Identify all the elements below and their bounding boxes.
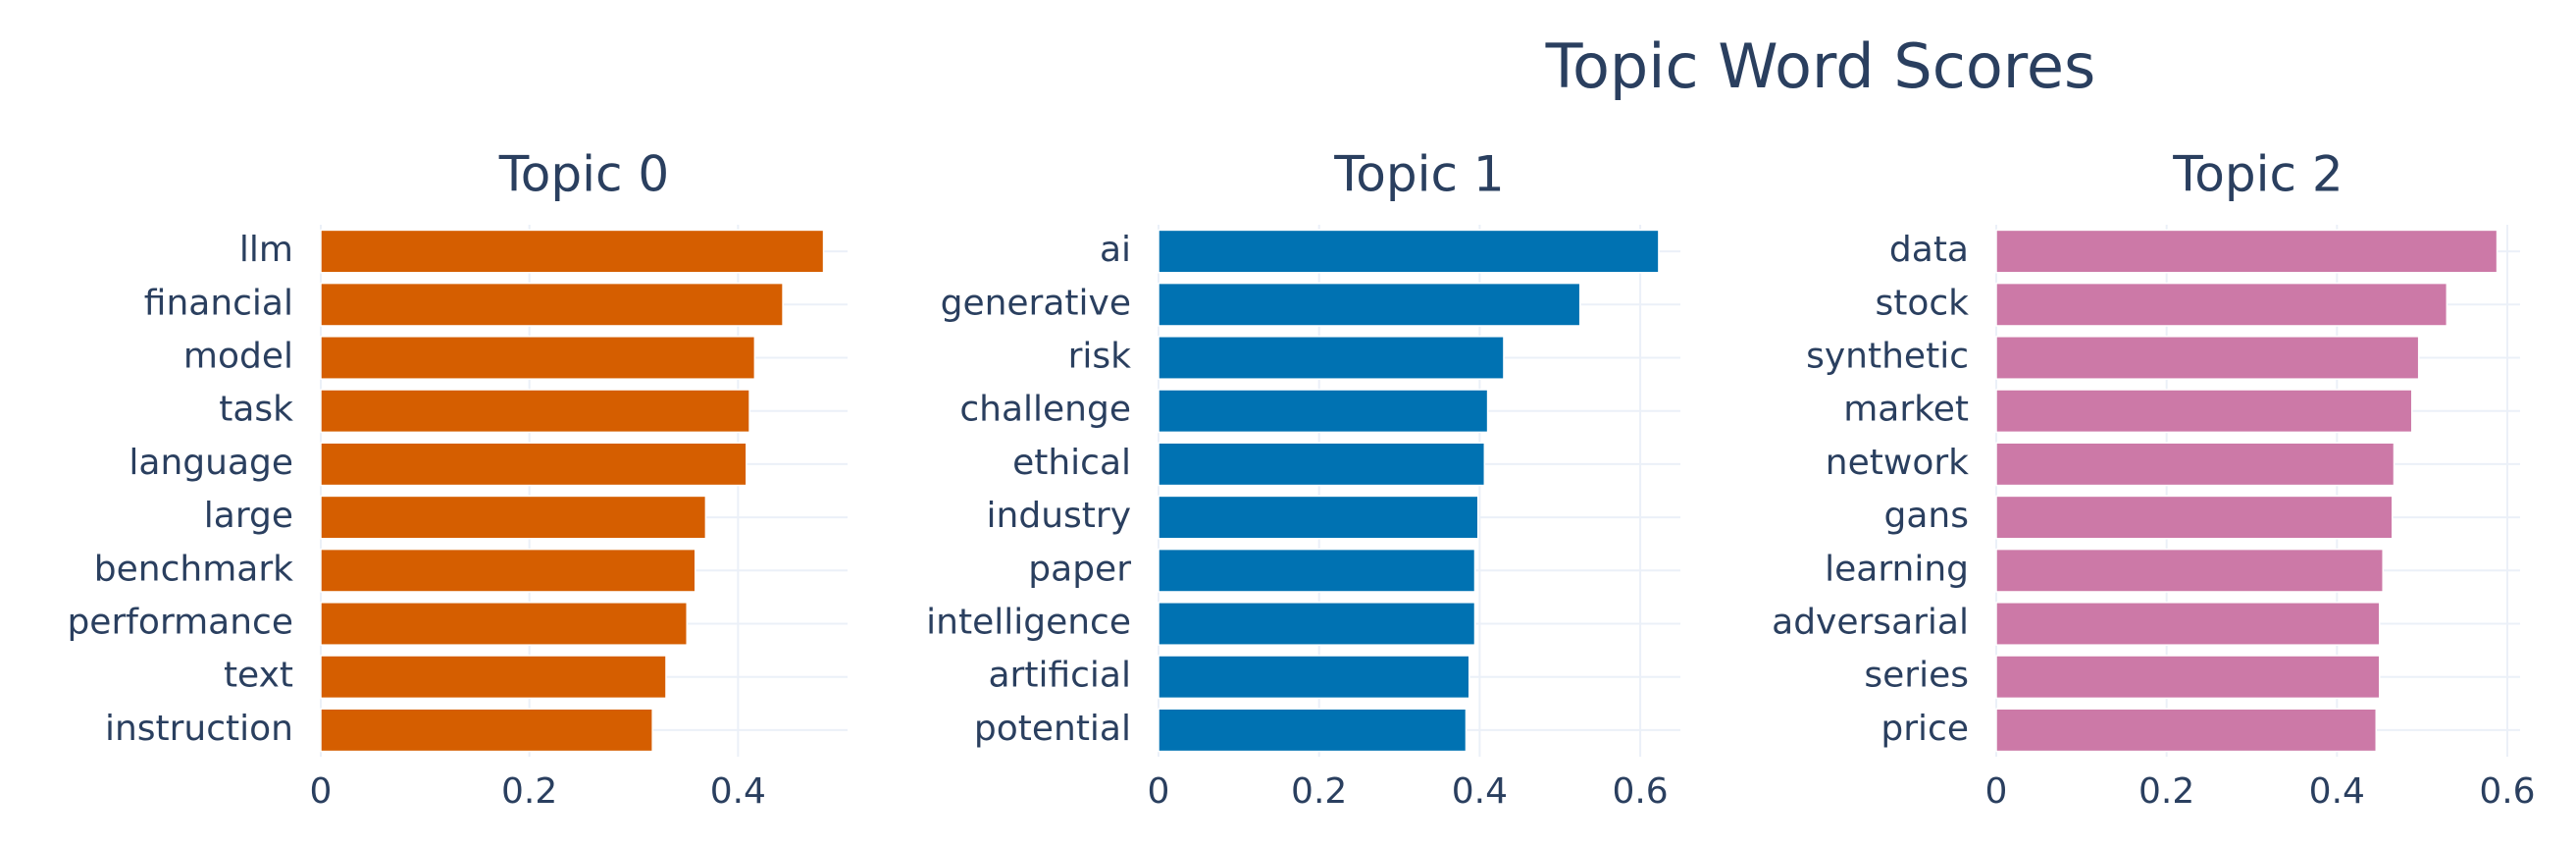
bar [1158, 336, 1505, 380]
y-tick-label: adversarial [1772, 603, 1969, 643]
bar [1158, 442, 1486, 487]
bar [1158, 495, 1479, 540]
y-tick-label: series [1864, 656, 1969, 696]
bar [320, 336, 756, 380]
bar [1995, 602, 2381, 646]
bar [320, 602, 688, 646]
bar [320, 655, 667, 700]
bar [1995, 229, 2499, 274]
x-tick-label: 0.4 [2309, 771, 2365, 812]
y-tick-label: generative [941, 283, 1131, 323]
bar [320, 442, 747, 487]
y-tick-label: gans [1884, 496, 1969, 536]
bar [1995, 442, 2396, 487]
bar [320, 708, 653, 753]
y-tick-label: performance [67, 603, 293, 643]
y-tick-label: benchmark [94, 549, 293, 589]
x-tick-label: 0 [310, 771, 333, 812]
x-tick-label: 0.2 [1291, 771, 1347, 812]
x-tick-label: 0 [1148, 771, 1170, 812]
y-tick-label: network [1826, 443, 1969, 483]
y-tick-label: llm [239, 230, 293, 270]
subplot-title: Topic 2 [2172, 146, 2343, 203]
y-tick-label: stock [1875, 283, 1969, 323]
subplot-title: Topic 0 [498, 146, 669, 203]
y-tick-label: ai [1100, 230, 1131, 270]
x-tick-label: 0.4 [1452, 771, 1508, 812]
y-tick-label: paper [1028, 549, 1131, 589]
bar [1158, 229, 1660, 274]
y-tick-label: model [183, 337, 293, 377]
y-tick-label: market [1843, 390, 1969, 430]
bar [320, 548, 696, 593]
y-tick-label: language [129, 443, 293, 483]
y-tick-label: artificial [988, 656, 1131, 696]
x-tick-label: 0.6 [1612, 771, 1668, 812]
x-tick-label: 0.2 [501, 771, 557, 812]
bar [1995, 282, 2448, 327]
y-tick-label: financial [144, 283, 293, 323]
y-tick-label: large [204, 496, 293, 536]
bar [1158, 282, 1581, 327]
bar [1158, 655, 1470, 700]
y-tick-label: learning [1825, 549, 1969, 589]
y-tick-label: data [1889, 230, 1969, 270]
y-tick-label: price [1880, 709, 1969, 749]
y-tick-label: synthetic [1806, 337, 1969, 377]
bar [1158, 602, 1476, 646]
bar [1158, 708, 1468, 753]
y-tick-label: challenge [959, 390, 1131, 430]
x-tick-label: 0.6 [2479, 771, 2535, 812]
subplot-title: Topic 1 [1333, 146, 1504, 203]
bar [1995, 495, 2394, 540]
bar [320, 389, 750, 434]
bar [320, 229, 825, 274]
bar [1995, 655, 2381, 700]
y-tick-label: ethical [1012, 443, 1131, 483]
bar [1995, 336, 2420, 380]
bar [1995, 548, 2384, 593]
y-tick-label: potential [974, 709, 1131, 749]
bar [1158, 548, 1476, 593]
y-tick-label: industry [987, 496, 1131, 536]
bar [1158, 389, 1489, 434]
bar [320, 495, 707, 540]
y-tick-label: text [224, 656, 293, 696]
x-tick-label: 0.4 [710, 771, 766, 812]
x-tick-label: 0 [1985, 771, 2008, 812]
x-tick-label: 0.2 [2138, 771, 2194, 812]
y-tick-label: task [219, 390, 293, 430]
y-tick-label: risk [1068, 337, 1132, 377]
chart-title: Topic Word Scores [1545, 30, 2096, 102]
bar [320, 282, 784, 327]
y-tick-label: intelligence [926, 603, 1131, 643]
bar [1995, 708, 2378, 753]
bar [1995, 389, 2413, 434]
y-tick-label: instruction [105, 709, 293, 749]
